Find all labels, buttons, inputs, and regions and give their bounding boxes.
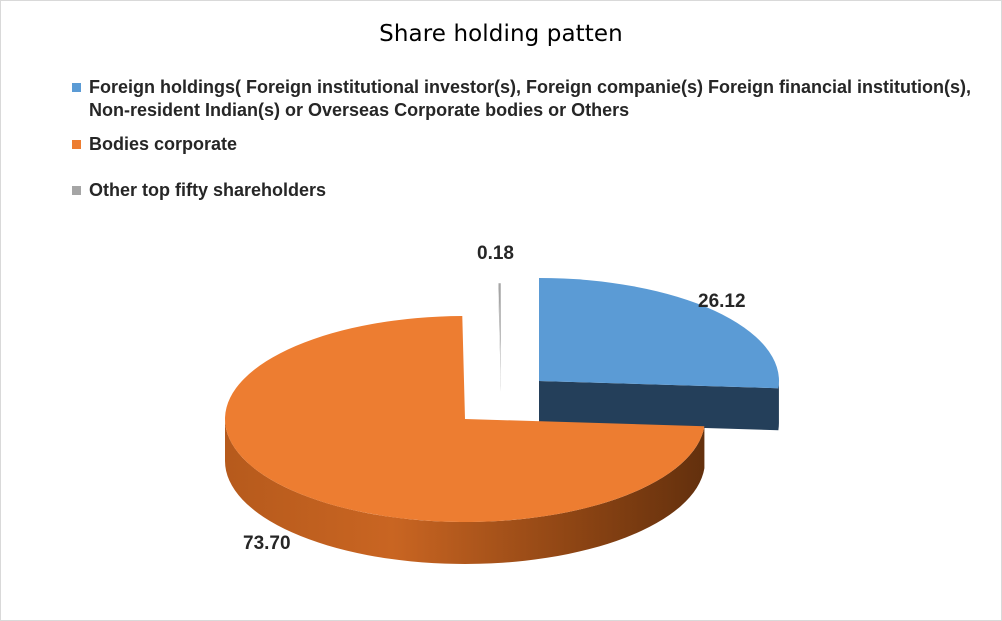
legend-item-bodies-corporate: Bodies corporate	[71, 133, 971, 156]
legend-label-foreign-holdings: Foreign holdings( Foreign institutional …	[89, 77, 972, 120]
legend-label-bodies-corporate: Bodies corporate	[89, 134, 238, 154]
data-label-other-top-fifty: 0.18	[477, 243, 514, 264]
pie-side-bodies-corporate	[225, 419, 705, 565]
data-label-foreign-holdings: 26.12	[698, 291, 746, 312]
pie-wall-other-top-fifty	[498, 283, 501, 392]
legend-swatch-foreign-holdings	[72, 83, 81, 92]
pie-slice-foreign-holdings	[539, 278, 780, 389]
pie-slice-other-top-fifty	[498, 282, 502, 387]
pie-wall-foreign-holdings	[539, 381, 779, 431]
legend-swatch-bodies-corporate	[72, 140, 81, 149]
pie-layer: 26.12 73.70 0.18	[225, 243, 780, 565]
chart-title: Share holding patten	[379, 21, 623, 47]
legend: Foreign holdings( Foreign institutional …	[71, 76, 971, 202]
data-label-bodies-corporate: 73.70	[243, 533, 291, 554]
pie-slice-bodies-corporate	[225, 316, 705, 523]
legend-label-other-top-fifty: Other top fifty shareholders	[89, 180, 327, 200]
pie-side-foreign-holdings	[778, 381, 779, 431]
legend-item-foreign-holdings: Foreign holdings( Foreign institutional …	[71, 76, 971, 122]
legend-item-other-top-fifty: Other top fifty shareholders	[71, 179, 971, 202]
legend-swatch-other-top-fifty	[72, 186, 81, 195]
